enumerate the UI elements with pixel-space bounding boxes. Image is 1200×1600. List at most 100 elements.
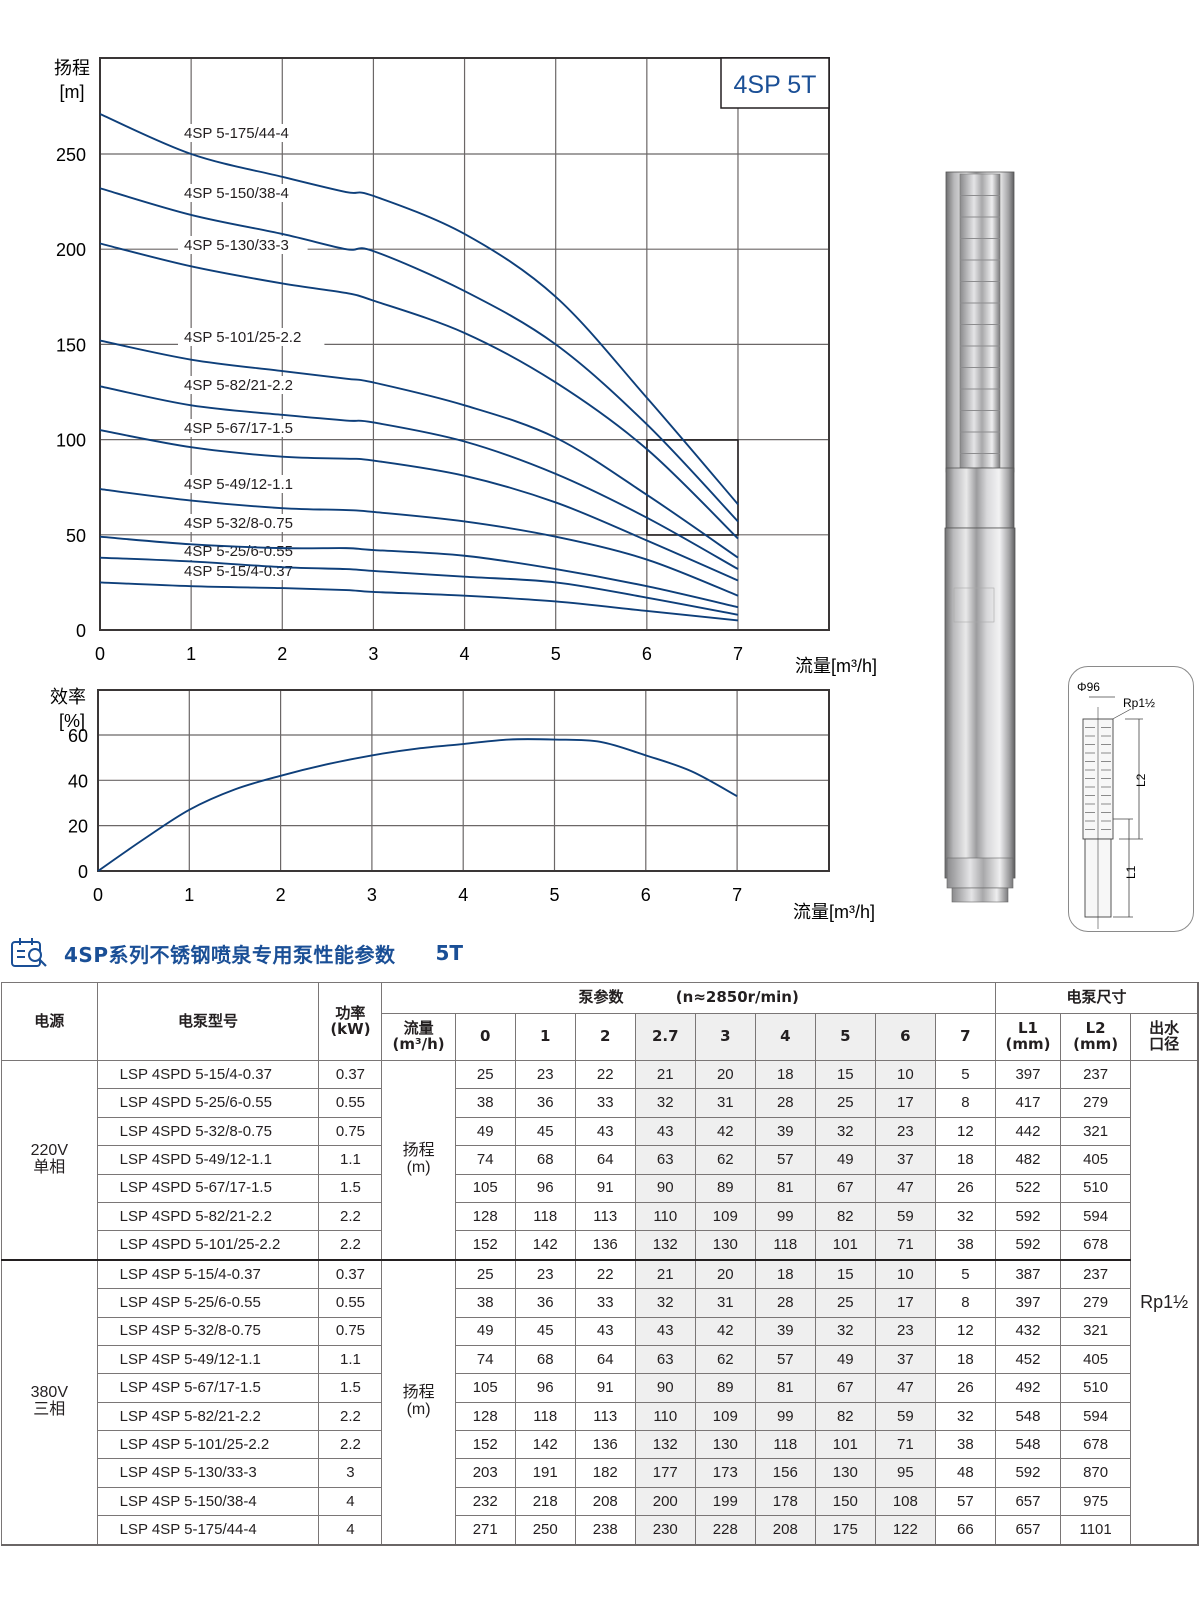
head-value-cell: 33 bbox=[574, 1288, 636, 1318]
head-value-cell: 23 bbox=[874, 1116, 936, 1147]
outlet-label: Rp1½ bbox=[1123, 696, 1155, 710]
head-value-cell: 177 bbox=[634, 1458, 696, 1488]
head-value-cell: 17 bbox=[874, 1088, 936, 1118]
head-value-cell: 68 bbox=[514, 1145, 576, 1175]
l2-cell: 279 bbox=[1060, 1088, 1132, 1118]
eff-y-axis-label: 效率 bbox=[50, 687, 86, 707]
head-value-cell: 142 bbox=[514, 1230, 576, 1261]
head-value-cell: 28 bbox=[754, 1088, 816, 1118]
head-value-cell: 238 bbox=[574, 1515, 636, 1546]
l1-cell: 548 bbox=[994, 1401, 1062, 1432]
header-power: 功率 (kW) bbox=[318, 982, 383, 1061]
table-row: LSP 4SP 5-32/8-0.75 0.75 49 45 43 43 42 39 32 23 1… bbox=[2, 1316, 1199, 1346]
head-value-cell: 113 bbox=[574, 1201, 636, 1232]
svg-text:4: 4 bbox=[460, 644, 470, 664]
head-value-cell: 228 bbox=[694, 1515, 756, 1546]
header-outlet: 出水 口径 bbox=[1130, 1013, 1199, 1061]
curve-label: 4SP 5-15/4-0.37 bbox=[184, 563, 293, 580]
head-value-cell: 203 bbox=[454, 1458, 516, 1488]
table-row: LSP 4SP 5-101/25-2.2 2.2 152 142 136 132 130 11… bbox=[2, 1430, 1199, 1460]
l2-cell: 510 bbox=[1060, 1173, 1132, 1203]
head-value-cell: 71 bbox=[874, 1230, 936, 1261]
l2-cell: 405 bbox=[1060, 1344, 1132, 1375]
head-value-cell: 18 bbox=[934, 1145, 996, 1175]
model-cell: LSP 4SP 5-82/21-2.2 bbox=[96, 1401, 320, 1432]
diameter-label: Φ96 bbox=[1077, 680, 1100, 694]
y-axis-unit: [m] bbox=[60, 82, 85, 102]
head-value-cell: 130 bbox=[814, 1458, 876, 1488]
head-value-cell: 110 bbox=[634, 1401, 696, 1432]
head-curve bbox=[99, 339, 739, 559]
badge: 4SP 5T bbox=[720, 57, 830, 109]
head-value-cell: 67 bbox=[814, 1373, 876, 1403]
head-value-cell: 18 bbox=[754, 1059, 816, 1090]
head-value-cell: 152 bbox=[454, 1230, 516, 1261]
head-value-cell: 32 bbox=[814, 1116, 876, 1147]
power-cell: 1.1 bbox=[318, 1344, 383, 1375]
head-value-cell: 25 bbox=[454, 1258, 516, 1290]
model-cell: LSP 4SP 5-175/44-4 bbox=[96, 1515, 320, 1546]
svg-text:0: 0 bbox=[76, 621, 86, 641]
table-row: 380V 三相 LSP 4SP 5-15/4-0.37 0.37 扬程 (m) 25 23 22… bbox=[1, 1258, 1199, 1546]
svg-text:40: 40 bbox=[68, 771, 88, 791]
head-value-cell: 63 bbox=[634, 1145, 696, 1175]
l2-cell: 678 bbox=[1060, 1430, 1132, 1460]
l1-cell: 522 bbox=[994, 1173, 1062, 1203]
head-value-cell: 64 bbox=[574, 1145, 636, 1175]
table-row: LSP 4SP 5-175/44-4 4 271 250 238 230 228 208 175… bbox=[2, 1515, 1199, 1546]
head-value-cell: 66 bbox=[934, 1515, 996, 1546]
header-flow-6: 6 bbox=[874, 1013, 936, 1061]
power-cell: 0.55 bbox=[318, 1088, 383, 1118]
head-value-cell: 49 bbox=[814, 1344, 876, 1375]
head-value-cell: 43 bbox=[574, 1316, 636, 1346]
head-value-cell: 32 bbox=[934, 1201, 996, 1232]
l1-cell: 397 bbox=[994, 1059, 1062, 1090]
power-source-cell: 220V 单相 bbox=[1, 1059, 98, 1261]
head-value-cell: 81 bbox=[754, 1373, 816, 1403]
head-value-cell: 49 bbox=[454, 1316, 516, 1346]
header-flow-2.7: 2.7 bbox=[634, 1013, 696, 1061]
section-title-suffix: 5T bbox=[435, 941, 464, 965]
head-value-cell: 12 bbox=[934, 1116, 996, 1147]
svg-text:7: 7 bbox=[733, 644, 743, 664]
curve-label: 4SP 5-82/21-2.2 bbox=[184, 377, 293, 394]
head-value-cell: 22 bbox=[574, 1258, 636, 1290]
header-flow-4: 4 bbox=[754, 1013, 816, 1061]
head-value-cell: 15 bbox=[814, 1258, 876, 1290]
head-value-cell: 49 bbox=[454, 1116, 516, 1147]
header-dimensions: 电泵尺寸 bbox=[994, 982, 1199, 1014]
table-row: LSP 4SP 5-82/21-2.2 2.2 128 118 113 110 109 99 8… bbox=[2, 1401, 1199, 1432]
curve-label: 4SP 5-49/12-1.1 bbox=[184, 476, 293, 493]
head-value-cell: 23 bbox=[874, 1316, 936, 1346]
header-l2: L2 (mm) bbox=[1060, 1013, 1132, 1061]
head-value-cell: 42 bbox=[694, 1116, 756, 1147]
head-value-cell: 26 bbox=[934, 1173, 996, 1203]
head-value-cell: 271 bbox=[454, 1515, 516, 1546]
l2-cell: 1101 bbox=[1060, 1515, 1132, 1546]
head-chart: 4SP 5-175/44-4 4SP 5-150/38-4 4SP 5-130/33… bbox=[54, 57, 877, 676]
svg-text:5: 5 bbox=[551, 644, 561, 664]
highlight-box bbox=[646, 439, 739, 536]
l1-cell: 397 bbox=[994, 1288, 1062, 1318]
svg-text:100: 100 bbox=[56, 431, 86, 451]
l1-cell: 548 bbox=[994, 1430, 1062, 1460]
head-value-cell: 68 bbox=[514, 1344, 576, 1375]
y-ticks: 0 50 100 150 200 250 bbox=[56, 145, 86, 641]
spec-search-icon bbox=[11, 938, 47, 967]
head-value-cell: 32 bbox=[634, 1288, 696, 1318]
head-value-cell: 64 bbox=[574, 1344, 636, 1375]
head-label-cell: 扬程 (m) bbox=[381, 1258, 456, 1546]
table-row: 220V 单相 LSP 4SPD 5-15/4-0.37 0.37 扬程 (m) 25 23 2… bbox=[1, 1059, 1199, 1546]
head-value-cell: 21 bbox=[634, 1059, 696, 1090]
model-cell: LSP 4SP 5-150/38-4 bbox=[96, 1486, 320, 1517]
curve-label: 4SP 5-32/8-0.75 bbox=[184, 515, 293, 532]
head-value-cell: 152 bbox=[454, 1430, 516, 1460]
head-value-cell: 43 bbox=[634, 1316, 696, 1346]
table-row: LSP 4SPD 5-82/21-2.2 2.2 128 118 113 110 109 99… bbox=[2, 1201, 1199, 1232]
svg-text:3: 3 bbox=[367, 885, 377, 905]
l2-cell: 237 bbox=[1060, 1258, 1132, 1290]
model-cell: LSP 4SPD 5-32/8-0.75 bbox=[96, 1116, 320, 1147]
dimension-drawing: Φ96 Rp1½ L2 L1 bbox=[1068, 666, 1194, 932]
head-value-cell: 57 bbox=[934, 1486, 996, 1517]
table-row: LSP 4SPD 5-101/25-2.2 2.2 152 142 136 132 130 1… bbox=[2, 1230, 1199, 1261]
